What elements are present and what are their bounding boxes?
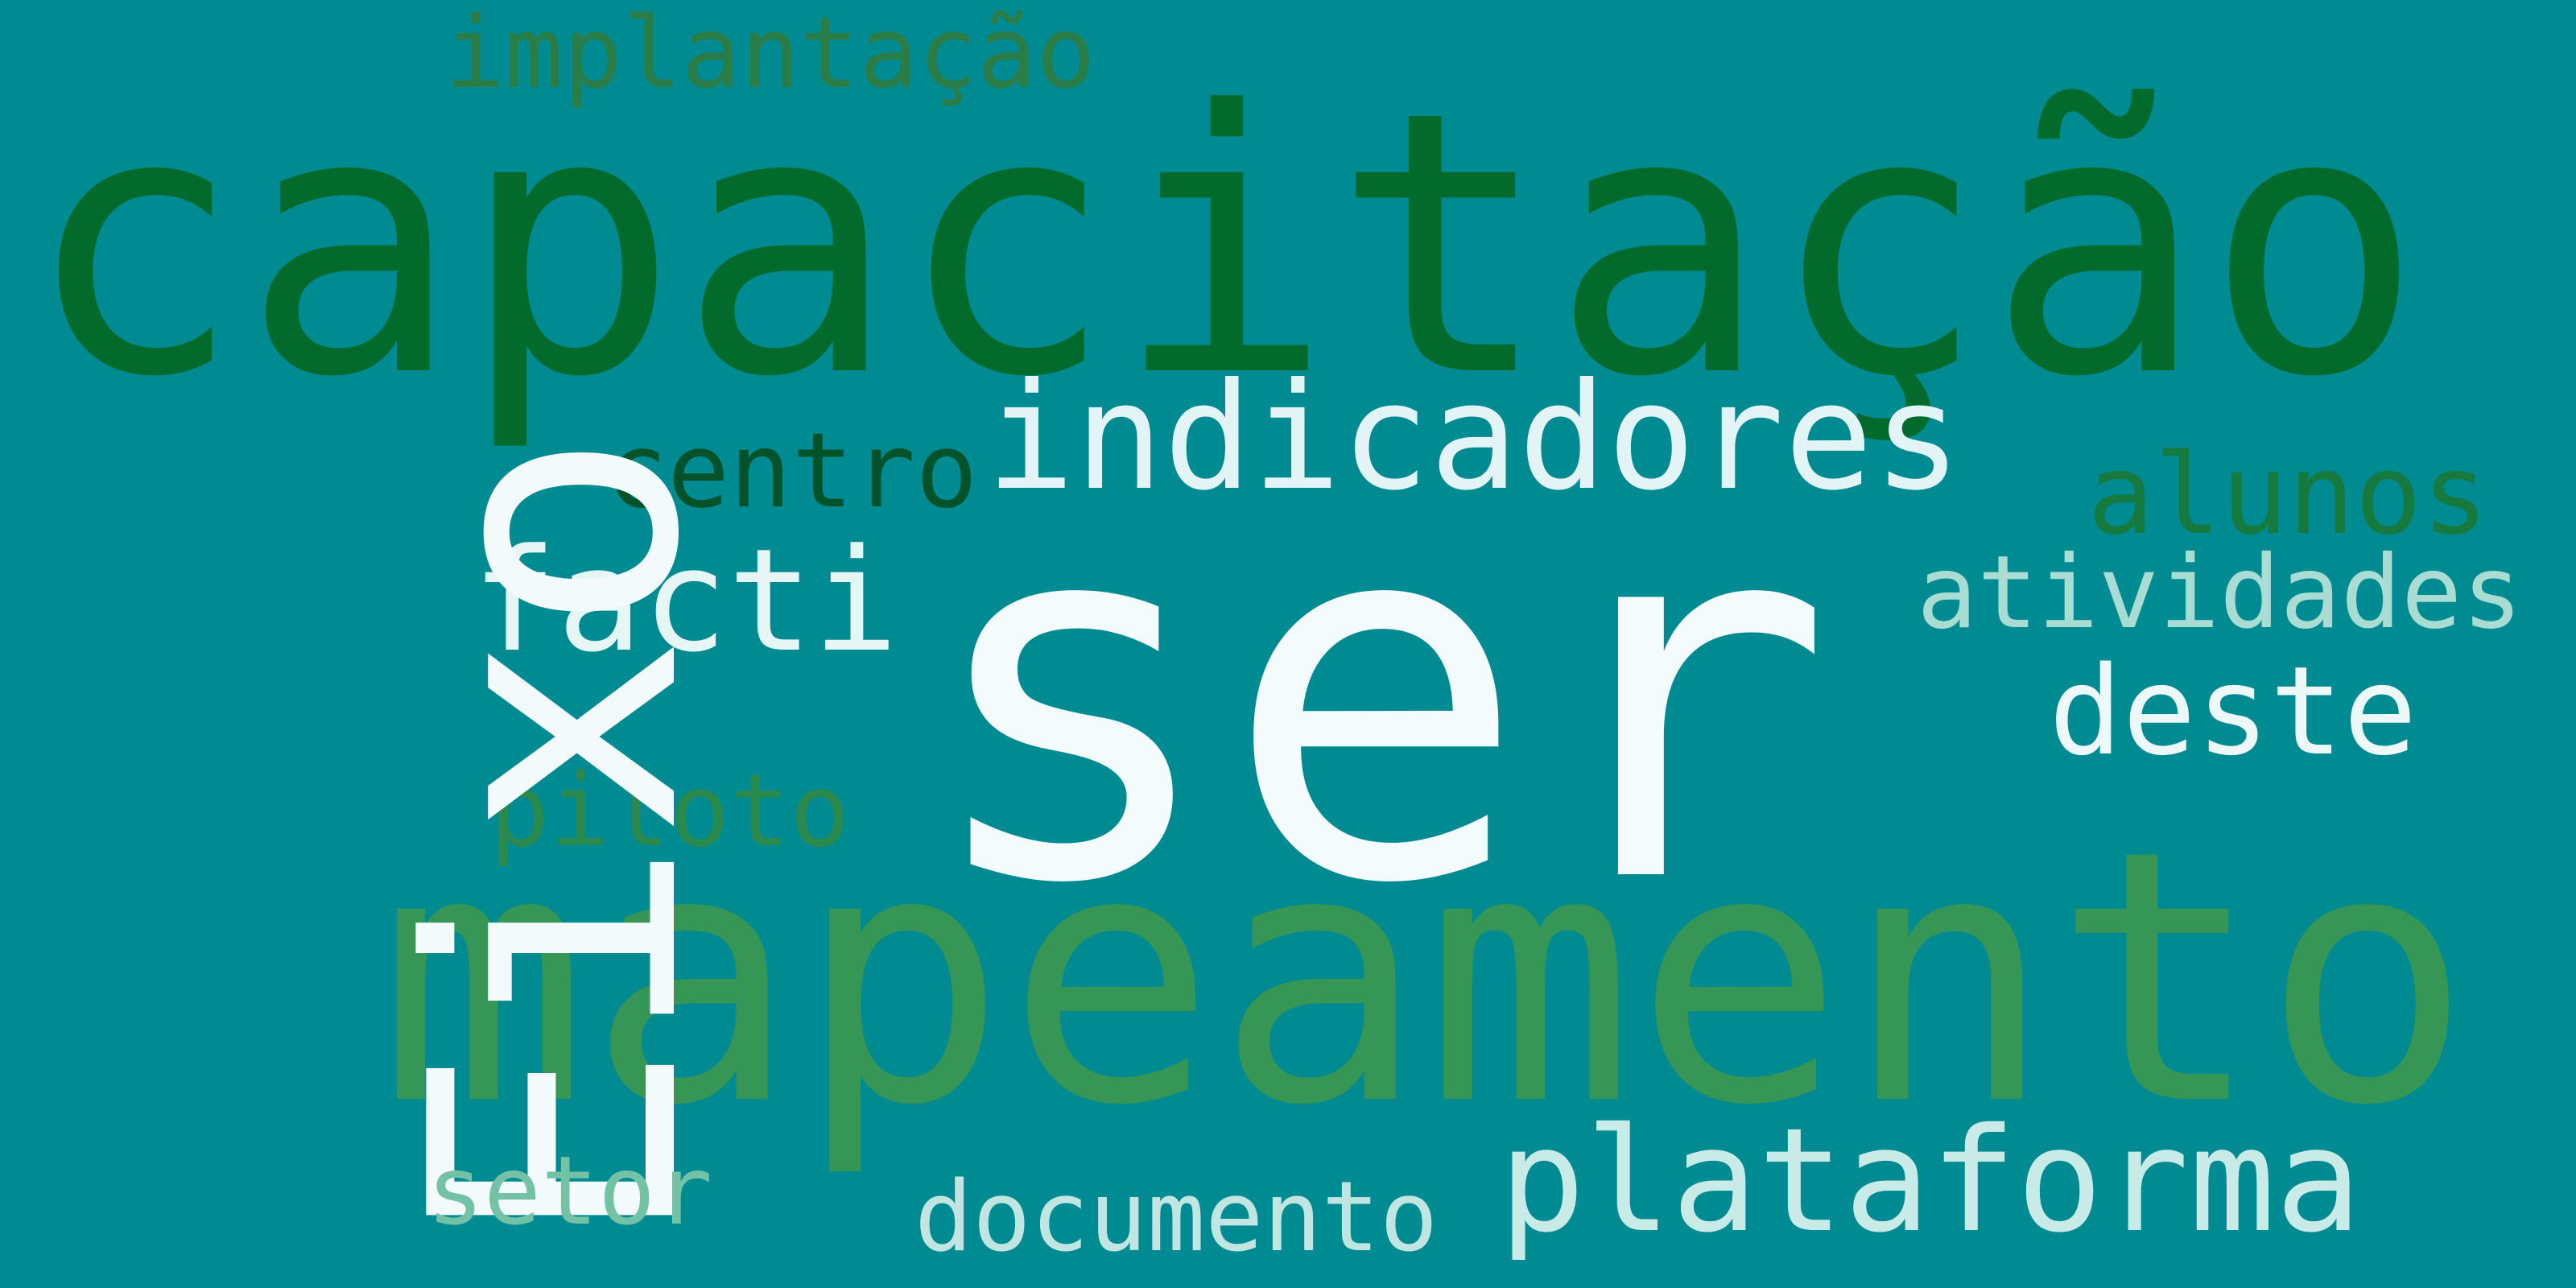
word-indicadores: indicadores bbox=[986, 352, 1962, 523]
word-setor: setor bbox=[427, 1135, 713, 1246]
word-plataforma: plataforma bbox=[1499, 1097, 2362, 1264]
word-atividades: atividades bbox=[1917, 535, 2523, 651]
word-piloto: piloto bbox=[489, 753, 850, 869]
word-centro: centro bbox=[605, 411, 978, 531]
word-deste: deste bbox=[2049, 640, 2417, 782]
word-documento: documento bbox=[914, 1162, 1439, 1274]
word-capacitacao: capacitação bbox=[24, 35, 2424, 456]
word-ser: ser bbox=[918, 403, 1834, 994]
word-mapeamento: mapeamento bbox=[378, 776, 2472, 1181]
word-alunos: alunos bbox=[2087, 430, 2489, 559]
word-facti: facti bbox=[472, 518, 898, 683]
word-implantacao: implantação bbox=[445, 0, 1096, 110]
word-eixo: Eixo bbox=[358, 429, 754, 1248]
